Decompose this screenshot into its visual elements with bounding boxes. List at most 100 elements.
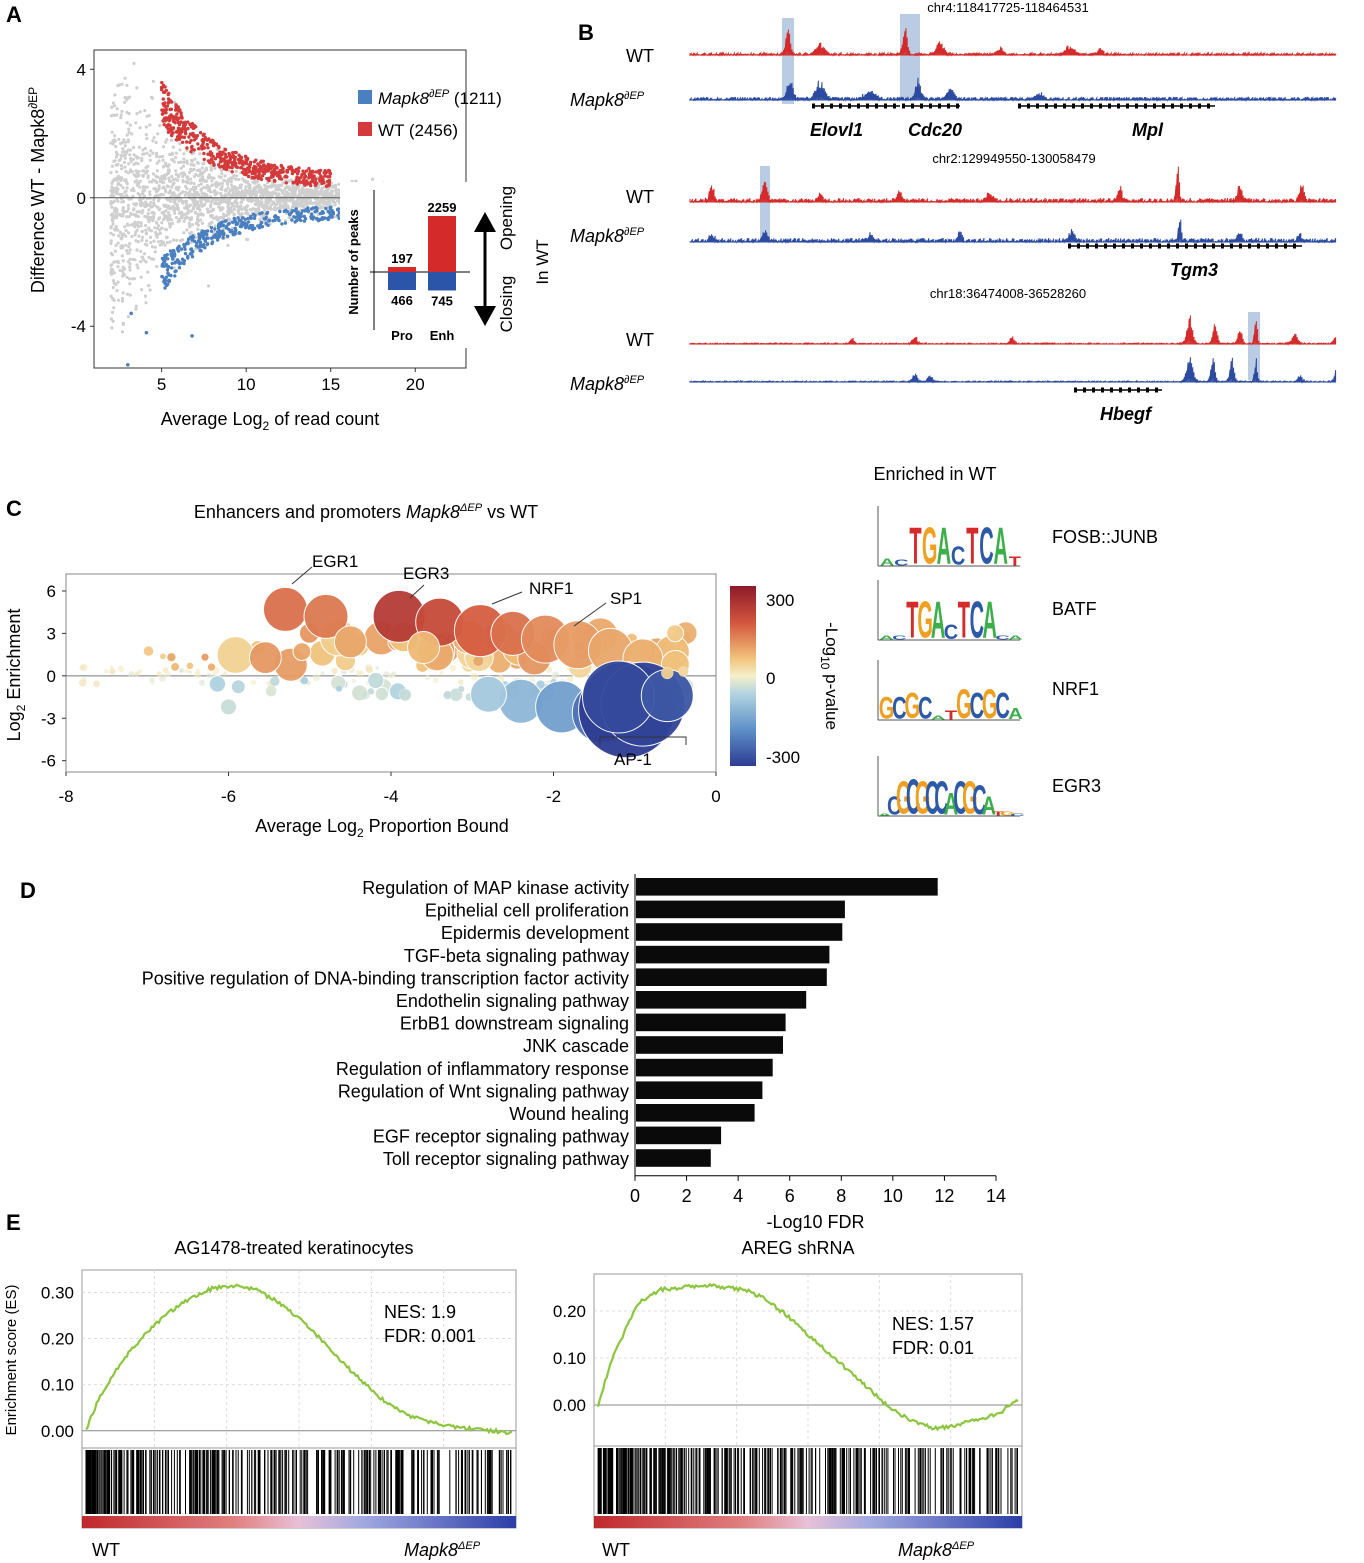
scatter-point-ns (258, 217, 262, 222)
bubble (222, 671, 228, 676)
scatter-point-mapk8 (246, 216, 250, 221)
scatter-point-ns (156, 224, 161, 228)
scatter-point-ns (125, 133, 129, 137)
scatter-point-wt (195, 134, 200, 138)
scatter-point-ns (179, 166, 183, 170)
scatter-point-ns (125, 186, 129, 190)
scatter-point-ns (327, 200, 331, 204)
scatter-point-mapk8 (190, 334, 194, 338)
inset-bar-opening (388, 267, 416, 272)
scatter-point-ns (123, 100, 127, 104)
scatter-point-wt (230, 170, 234, 174)
scatter-point-ns (176, 220, 180, 224)
scatter-point-ns (242, 197, 246, 201)
scatter-point-ns (137, 215, 141, 219)
scatter-point-ns (167, 211, 171, 215)
scatter-point-ns (111, 233, 115, 237)
gene-exon (1153, 103, 1156, 109)
scatter-point-ns (187, 221, 191, 225)
scatter-point-wt (321, 177, 325, 182)
scatter-point-mapk8 (264, 215, 268, 220)
bubble (351, 678, 357, 684)
track-signal (689, 28, 1337, 57)
scatter-point-mapk8 (221, 223, 226, 228)
gene-exon (1275, 243, 1278, 249)
scatter-point-wt (294, 178, 298, 183)
motif-letter: C (906, 769, 920, 824)
motif-letter: C (892, 690, 907, 726)
scatter-point-wt (209, 157, 213, 162)
bar (636, 1058, 773, 1077)
scatter-point-ns (121, 186, 125, 190)
scatter-point-ns (165, 138, 169, 142)
scatter-point-ns (143, 214, 147, 219)
bar (636, 1104, 755, 1122)
y-tick-label: 3 (47, 624, 56, 643)
gene-exon (1257, 243, 1260, 249)
scatter-point-ns (130, 234, 134, 239)
motif-letter: C (887, 791, 902, 820)
motif-letter: C (972, 776, 986, 823)
bar (636, 945, 830, 964)
scatter-point-wt (301, 169, 305, 173)
motif-letter: G (879, 690, 895, 726)
scatter-point-ns (302, 189, 306, 194)
panel-e-gsea-plots: 0.30 0.20 0.10 0.00 0.20 0.10 0.00 (41, 1269, 1023, 1529)
scatter-point-mapk8 (243, 217, 247, 221)
scatter-point-ns (132, 277, 136, 281)
scatter-point-ns (281, 191, 285, 195)
motif-letter: T (992, 811, 1004, 817)
scatter-point-ns (109, 171, 113, 175)
scatter-point-ns (207, 222, 211, 226)
scatter-point-ns (127, 245, 131, 249)
scatter-point-ns (182, 200, 186, 204)
scatter-point-mapk8 (179, 247, 184, 251)
scatter-point-wt (266, 168, 271, 173)
scatter-point-ns (145, 151, 149, 155)
bubble (443, 690, 453, 700)
motif-letter: T (945, 708, 958, 723)
scatter-point-ns (196, 227, 200, 231)
scatter-point-ns (112, 281, 116, 285)
scatter-point-ns (144, 232, 148, 236)
scatter-point-ns (133, 233, 137, 237)
scatter-point-ns (190, 193, 194, 197)
bubble (80, 663, 88, 672)
scatter-point-ns (214, 180, 218, 185)
scatter-point-ns (155, 155, 159, 159)
scatter-point-ns (126, 140, 130, 144)
scatter-point-wt (164, 107, 169, 112)
panel-letter-d: D (20, 878, 36, 903)
scatter-point-wt (163, 90, 167, 94)
scatter-point-ns (174, 169, 178, 173)
bubble (449, 664, 457, 672)
scatter-point-ns (298, 189, 302, 193)
scatter-point-ns (209, 200, 213, 204)
scatter-point-ns (128, 148, 132, 152)
scatter-point-ns (120, 244, 125, 248)
scatter-point-ns (283, 198, 287, 202)
scatter-point-mapk8 (189, 252, 193, 256)
scatter-point-ns (202, 203, 206, 207)
scatter-point-ns (229, 183, 234, 187)
scatter-point-ns (143, 146, 147, 150)
scatter-point-ns (129, 188, 133, 192)
y-tick-label: 0.00 (553, 1396, 586, 1415)
scatter-point-ns (247, 186, 251, 190)
scatter-point-wt (295, 171, 300, 176)
scatter-point-ns (115, 113, 119, 117)
scatter-point-ns (127, 112, 131, 116)
scatter-point-wt (205, 142, 209, 147)
scatter-point-wt (167, 115, 172, 119)
scatter-point-wt (285, 175, 289, 179)
scatter-point-wt (327, 168, 331, 173)
scatter-point-ns (160, 226, 164, 230)
scatter-point-ns (110, 212, 114, 216)
track-signal (689, 166, 1337, 204)
scatter-point-ns (134, 304, 138, 308)
scatter-point-mapk8 (160, 275, 165, 279)
scatter-point-mapk8 (198, 237, 202, 241)
scatter-point-wt (244, 161, 249, 166)
scatter-point-ns (140, 255, 144, 259)
gene-cdc20: Cdc20 (908, 120, 962, 140)
